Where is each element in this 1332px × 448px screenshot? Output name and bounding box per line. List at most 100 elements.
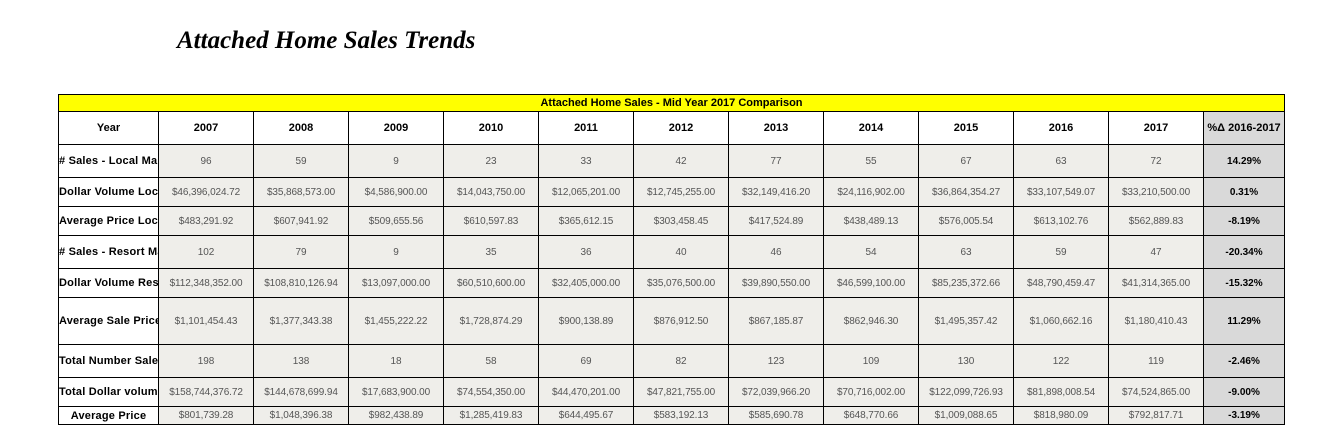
- row-label: Dollar Volume Local Market: [58, 177, 159, 207]
- table-cell: $74,524,865.00: [1108, 377, 1204, 407]
- table-row: # Sales - Resort Market10279935364046546…: [58, 235, 1286, 269]
- table-cell: $818,980.09: [1013, 406, 1109, 425]
- table-cell: 119: [1108, 344, 1204, 378]
- table-cell: $613,102.76: [1013, 206, 1109, 236]
- header-year-label: Year: [58, 111, 159, 145]
- table-cell: $4,586,900.00: [348, 177, 444, 207]
- table-cell: $35,076,500.00: [633, 268, 729, 298]
- header-row: Year 2007 2008 2009 2010 2011 2012 2013 2014 201…: [58, 111, 1286, 145]
- table-cell: 47: [1108, 235, 1204, 269]
- pct-change-cell: -9.00%: [1202, 377, 1286, 407]
- table-cell: 63: [918, 235, 1014, 269]
- table-cell: $1,101,454.43: [158, 297, 254, 345]
- table-cell: 46: [728, 235, 824, 269]
- table-cell: $12,065,201.00: [538, 177, 634, 207]
- table-cell: $74,554,350.00: [443, 377, 539, 407]
- table-cell: 9: [348, 144, 444, 178]
- table-cell: $1,728,874.29: [443, 297, 539, 345]
- header-year-2011: 2011: [538, 111, 634, 145]
- table-cell: 40: [633, 235, 729, 269]
- header-year-2009: 2009: [348, 111, 444, 145]
- table-cell: 42: [633, 144, 729, 178]
- row-label: Average Price Local Market: [58, 206, 159, 236]
- table-cell: $60,510,600.00: [443, 268, 539, 298]
- table-cell: 123: [728, 344, 824, 378]
- table-cell: $12,745,255.00: [633, 177, 729, 207]
- table-cell: $24,116,902.00: [823, 177, 919, 207]
- row-label: Dollar Volume Resort Market: [58, 268, 159, 298]
- table-banner: Attached Home Sales - Mid Year 2017 Comp…: [57, 94, 1286, 112]
- table-row: Total Number Sales 198 138 18 58 69 82 123 109 13…: [58, 344, 1286, 378]
- table-cell: $47,821,755.00: [633, 377, 729, 407]
- table-cell: $585,690.78: [728, 406, 824, 425]
- table-cell: $46,396,024.72: [158, 177, 254, 207]
- table-cell: $303,458.45: [633, 206, 729, 236]
- table-cell: $32,405,000.00: [538, 268, 634, 298]
- table-cell: $1,180,410.43: [1108, 297, 1204, 345]
- table-cell: $900,138.89: [538, 297, 634, 345]
- table-row: Average Price $801,739.28 $1,048,396.38 $98…: [58, 406, 1286, 425]
- table-cell: $982,438.89: [348, 406, 444, 425]
- table-cell: 55: [823, 144, 919, 178]
- header-year-2014: 2014: [823, 111, 919, 145]
- table-cell: 198: [158, 344, 254, 378]
- table-cell: 58: [443, 344, 539, 378]
- table-cell: $801,739.28: [158, 406, 254, 425]
- header-pct-change: %Δ 2016-2017: [1202, 111, 1286, 145]
- table-cell: $108,810,126.94: [253, 268, 349, 298]
- table-cell: $32,149,416.20: [728, 177, 824, 207]
- table-cell: $48,790,459.47: [1013, 268, 1109, 298]
- table-row: Average Price Local Market$483,291.92$60…: [58, 206, 1286, 236]
- pct-change-cell: -2.46%: [1202, 344, 1286, 378]
- table-cell: $365,612.15: [538, 206, 634, 236]
- table-cell: $35,868,573.00: [253, 177, 349, 207]
- table-row: # Sales - Local Market965992333427755676…: [58, 144, 1286, 178]
- table-row: Dollar Volume Resort Market$112,348,352.…: [58, 268, 1286, 298]
- pct-change-cell: -20.34%: [1202, 235, 1286, 269]
- table-cell: $44,470,201.00: [538, 377, 634, 407]
- table-cell: $70,716,002.00: [823, 377, 919, 407]
- table-cell: 36: [538, 235, 634, 269]
- table-cell: $13,097,000.00: [348, 268, 444, 298]
- page-title: Attached Home Sales Trends: [177, 27, 476, 54]
- table-cell: 122: [1013, 344, 1109, 378]
- table-cell: $46,599,100.00: [823, 268, 919, 298]
- table-cell: $438,489.13: [823, 206, 919, 236]
- row-label: Average Sale Price Resort Market: [58, 297, 159, 345]
- header-year-2012: 2012: [633, 111, 729, 145]
- header-year-2013: 2013: [728, 111, 824, 145]
- table-cell: 33: [538, 144, 634, 178]
- table-cell: $85,235,372.66: [918, 268, 1014, 298]
- table-row: Total Dollar volume $158,744,376.72 $144,6…: [58, 377, 1286, 407]
- table-cell: $14,043,750.00: [443, 177, 539, 207]
- row-label: Total Number Sales: [58, 344, 159, 378]
- header-year-2016: 2016: [1013, 111, 1109, 145]
- table-cell: $36,864,354.27: [918, 177, 1014, 207]
- table-cell: 35: [443, 235, 539, 269]
- table-cell: $610,597.83: [443, 206, 539, 236]
- pct-change-cell: -3.19%: [1202, 406, 1286, 425]
- table-cell: $509,655.56: [348, 206, 444, 236]
- table-cell: $867,185.87: [728, 297, 824, 345]
- pct-change-cell: 0.31%: [1202, 177, 1286, 207]
- header-year-2008: 2008: [253, 111, 349, 145]
- table-cell: $33,210,500.00: [1108, 177, 1204, 207]
- table-cell: $644,495.67: [538, 406, 634, 425]
- table-cell: $792,817.71: [1108, 406, 1204, 425]
- table-cell: 23: [443, 144, 539, 178]
- table-cell: 69: [538, 344, 634, 378]
- table-cell: 96: [158, 144, 254, 178]
- pct-change-cell: 11.29%: [1202, 297, 1286, 345]
- table-cell: $1,495,357.42: [918, 297, 1014, 345]
- table-cell: $562,889.83: [1108, 206, 1204, 236]
- table-cell: 54: [823, 235, 919, 269]
- row-label: Total Dollar volume: [58, 377, 159, 407]
- table-cell: $39,890,550.00: [728, 268, 824, 298]
- table-cell: 102: [158, 235, 254, 269]
- table-cell: $862,946.30: [823, 297, 919, 345]
- table-cell: $122,099,726.93: [918, 377, 1014, 407]
- table-cell: $1,377,343.38: [253, 297, 349, 345]
- table-cell: 63: [1013, 144, 1109, 178]
- table-cell: 59: [253, 144, 349, 178]
- pct-change-cell: 14.29%: [1202, 144, 1286, 178]
